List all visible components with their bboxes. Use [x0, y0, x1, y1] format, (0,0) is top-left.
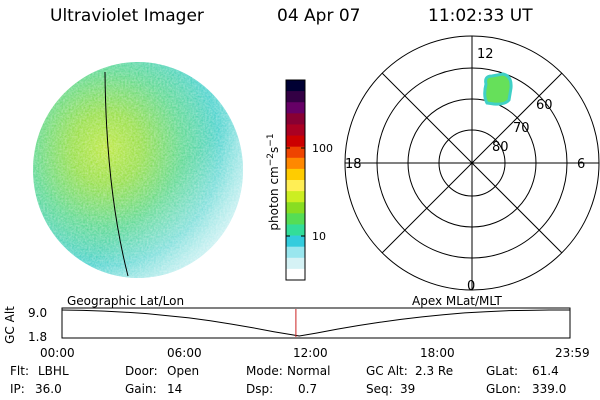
- glon-key: GLon:: [486, 382, 521, 396]
- colorbar-cell: [286, 202, 305, 214]
- colorbar-cell: [286, 135, 305, 148]
- colorbar-cell: [286, 91, 305, 103]
- colorbar-tick-100: 100: [312, 142, 333, 155]
- mlt-label-6: 6: [577, 157, 585, 172]
- colorbar-cell: [286, 146, 305, 159]
- timeline-xtick-2: 12:00: [293, 346, 328, 360]
- colorbar-cell: [286, 157, 305, 170]
- mlt-label-0: 0: [467, 279, 475, 294]
- lat-label-80: 80: [492, 140, 509, 155]
- gain-key: Gain:: [125, 382, 157, 396]
- dsp-value: 0.7: [298, 382, 318, 396]
- seq-value: 39: [400, 382, 416, 396]
- altitude-curve: [61, 309, 570, 337]
- timeline-ytick-bottom: 1.8: [28, 330, 47, 344]
- lat-label-70: 70: [513, 121, 530, 136]
- ip-value: 36.0: [35, 382, 62, 396]
- door-value: Open: [167, 364, 200, 378]
- glat-key: GLat:: [486, 364, 519, 378]
- colorbar-cell: [286, 268, 305, 281]
- earth-image: [33, 62, 243, 278]
- timeline-left-label: Geographic Lat/Lon: [67, 294, 184, 308]
- colorbar-cell: [286, 213, 305, 225]
- colorbar-cell: [286, 80, 305, 92]
- timeline-xtick-3: 18:00: [420, 346, 455, 360]
- gcalt-key: GC Alt:: [366, 364, 408, 378]
- glon-value: 339.0: [532, 382, 567, 396]
- date-label: 04 Apr 07: [277, 6, 361, 26]
- colorbar-cell: [286, 102, 305, 114]
- timeline-xtick-0: 00:00: [40, 346, 75, 360]
- time-label: 11:02:33 UT: [428, 6, 533, 26]
- timeline-ytick-top: 9.0: [28, 306, 47, 320]
- polar-plot: 12 6 0 18 60 70 80: [344, 35, 600, 294]
- instrument-title: Ultraviolet Imager: [50, 6, 204, 26]
- colorbar-cell: [286, 246, 305, 259]
- gcalt-value: 2.3 Re: [415, 364, 454, 378]
- colorbar-cell: [286, 224, 305, 237]
- dsp-key: Dsp:: [246, 382, 274, 396]
- mode-key: Mode:: [246, 364, 283, 378]
- colorbar-label: photon cm−2s−1: [266, 133, 281, 230]
- colorbar-cell: [286, 180, 305, 192]
- timeline-right-label: Apex MLat/MLT: [412, 294, 502, 308]
- timeline-xtick-4: 23:59: [555, 346, 590, 360]
- flt-key: Flt:: [10, 364, 29, 378]
- terminator-line: [104, 71, 129, 277]
- ip-key: IP:: [10, 382, 25, 396]
- glat-value: 61.4: [532, 364, 559, 378]
- colorbar-cell: [286, 235, 305, 248]
- colorbar-tick-10: 10: [312, 230, 326, 243]
- colorbar-cell: [286, 124, 305, 137]
- flt-value: LBHL: [38, 364, 69, 378]
- timeline-frame: [61, 307, 571, 339]
- mlt-label-12: 12: [477, 47, 494, 62]
- colorbar-cell: [286, 191, 305, 203]
- colorbar-cell: [286, 168, 305, 181]
- lat-label-60: 60: [536, 98, 553, 113]
- mode-value: Normal: [287, 364, 331, 378]
- seq-key: Seq:: [366, 382, 393, 396]
- door-key: Door:: [125, 364, 158, 378]
- colorbar: 100 10 photon cm−2s−1: [266, 79, 333, 281]
- colorbar-cell: [286, 257, 305, 270]
- auroral-oval-patch: [483, 72, 513, 106]
- timeline-xtick-1: 06:00: [167, 346, 202, 360]
- gain-value: 14: [167, 382, 183, 396]
- altitude-timeline: Geographic Lat/Lon Apex MLat/MLT GC Alt …: [3, 294, 590, 360]
- mlt-label-18: 18: [345, 157, 362, 172]
- colorbar-cell: [286, 113, 305, 125]
- timeline-ylabel: GC Alt: [3, 306, 17, 344]
